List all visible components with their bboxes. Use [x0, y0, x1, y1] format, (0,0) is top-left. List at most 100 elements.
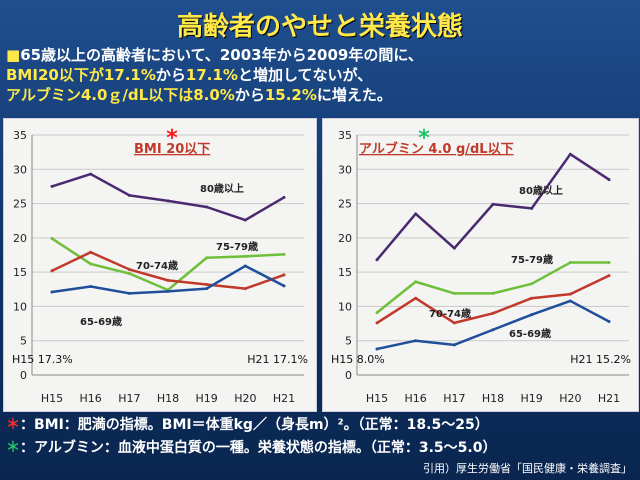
- data-point: [530, 313, 534, 317]
- data-point: [89, 285, 93, 289]
- series-label: 80歳以上: [200, 182, 244, 195]
- data-point: [568, 292, 572, 296]
- x-tick-label: H19: [196, 392, 218, 405]
- x-tick-label: H20: [559, 392, 581, 405]
- data-point: [607, 261, 611, 265]
- y-tick-label: 15: [338, 266, 352, 279]
- lead-alb-tail: に増えた。: [316, 86, 392, 104]
- y-tick-label: 10: [13, 300, 27, 313]
- lead-text: ■65歳以上の高齢者において、2003年から2009年の間に、 BMI20以下が…: [6, 45, 636, 105]
- data-point: [491, 291, 495, 295]
- data-point: [243, 264, 247, 268]
- series-label: 75-79歳: [216, 240, 258, 253]
- data-point: [568, 261, 572, 265]
- albumin-chart: 0 5 10 15 20 25 30 35 H15 H16 H17 H18 H19 H20 H21 80歳以上…: [322, 118, 639, 412]
- lead-line-1-text: 65歳以上の高齢者において、2003年から2009年の間に、: [20, 46, 423, 64]
- x-tick-label: H19: [521, 392, 543, 405]
- data-point: [127, 267, 131, 271]
- albumin-chart-svg: 0 5 10 15 20 25 30 35 H15 H16 H17 H18 H19 H20 H21 80歳以上…: [331, 126, 631, 405]
- data-point: [530, 296, 534, 300]
- lead-alb-end: 15.2%: [264, 86, 317, 104]
- chart-title: アルブミン 4.0 g/dL以下: [359, 141, 514, 157]
- data-point: [414, 280, 418, 284]
- series-label: 65-69歳: [80, 315, 122, 328]
- data-point: [452, 321, 456, 325]
- x-tick-label: H16: [80, 392, 102, 405]
- x-tick-label: H17: [443, 392, 465, 405]
- x-tick-label: H15: [366, 392, 388, 405]
- y-tick-label: 25: [338, 198, 352, 211]
- data-point: [282, 273, 286, 277]
- footnote-bmi-text: ：BMI：肥満の指標。BMI＝体重kg／（身長m）²。（正常：18.5～25）: [20, 417, 489, 433]
- annotation-start: H15 17.3%: [12, 353, 73, 366]
- y-tick-label: 35: [338, 129, 352, 142]
- series-line: [376, 261, 609, 314]
- lead-from-2: から: [234, 86, 265, 104]
- series-label: 70-74歳: [136, 259, 178, 272]
- bmi-chart-svg: 0 5 10 15 20 25 30 35 H15 H16 H17 H18 H19 H20 H21 80歳以上…: [12, 126, 308, 405]
- data-point: [530, 282, 534, 286]
- data-point: [50, 269, 54, 273]
- lead-bmi-start: 17.1%: [103, 66, 156, 84]
- data-point: [375, 321, 379, 325]
- bmi-chart: 0 5 10 15 20 25 30 35 H15 H16 H17 H18 H19 H20 H21 80歳以上…: [3, 118, 317, 412]
- chart-asterisk: *: [418, 126, 430, 151]
- y-tick-label: 35: [13, 129, 27, 142]
- data-point: [530, 206, 534, 210]
- data-point: [452, 246, 456, 250]
- data-point: [205, 282, 209, 286]
- data-point: [282, 252, 286, 256]
- series-label: 65-69歳: [509, 327, 551, 340]
- footnote-albumin: ＊：アルブミン：血液中蛋白質の一種。栄養状態の指標。（正常：3.5～5.0）: [6, 437, 496, 457]
- data-point: [205, 287, 209, 291]
- annotation-start: H15 8.0%: [331, 353, 385, 366]
- green-asterisk-icon: ＊: [6, 440, 20, 456]
- data-point: [282, 284, 286, 288]
- data-point: [166, 289, 170, 293]
- annotation-end: H21 17.1%: [247, 353, 308, 366]
- data-point: [375, 311, 379, 315]
- y-tick-label: 15: [13, 266, 27, 279]
- page-title: 高齢者のやせと栄養状態: [176, 12, 463, 42]
- series-label: 80歳以上: [519, 184, 563, 197]
- lead-line-1: ■65歳以上の高齢者において、2003年から2009年の間に、: [6, 45, 636, 65]
- series-line: [51, 172, 285, 222]
- data-point: [50, 237, 54, 241]
- data-point: [607, 274, 611, 278]
- data-point: [452, 291, 456, 295]
- lead-bmi-tail: と増加してないが、: [237, 66, 373, 84]
- data-point: [452, 343, 456, 347]
- y-tick-label: 5: [20, 335, 27, 348]
- data-point: [568, 152, 572, 156]
- red-asterisk-icon: ＊: [6, 417, 20, 433]
- annotation-end: H21 15.2%: [570, 353, 631, 366]
- x-tick-label: H17: [118, 392, 140, 405]
- data-point: [243, 287, 247, 291]
- series-line: [376, 274, 610, 325]
- lead-alb-start: 8.0%: [193, 86, 235, 104]
- data-point: [127, 272, 131, 276]
- data-point: [89, 250, 93, 254]
- data-point: [89, 262, 93, 266]
- data-point: [607, 178, 611, 182]
- data-point: [89, 172, 93, 176]
- source-citation: 引用）厚生労働省「国民健康・栄養調査」: [423, 462, 632, 475]
- data-point: [166, 278, 170, 282]
- data-point: [414, 296, 418, 300]
- lead-alb-label: アルブミン4.0ｇ/dL以下は: [6, 86, 194, 104]
- y-tick-label: 0: [20, 369, 27, 382]
- chart-asterisk: *: [166, 126, 178, 151]
- data-point: [205, 205, 209, 209]
- series-label: 75-79歳: [511, 253, 553, 266]
- x-tick-label: H18: [482, 392, 504, 405]
- y-tick-label: 0: [345, 369, 352, 382]
- footnote-bmi: ＊：BMI：肥満の指標。BMI＝体重kg／（身長m）²。（正常：18.5～25）: [6, 414, 489, 434]
- data-point: [491, 202, 495, 206]
- data-point: [607, 320, 611, 324]
- x-tick-label: H20: [234, 392, 256, 405]
- data-point: [414, 212, 418, 216]
- y-tick-label: 20: [13, 232, 27, 245]
- data-point: [50, 184, 54, 188]
- data-point: [375, 258, 379, 262]
- series-label: 70-74歳: [429, 307, 471, 320]
